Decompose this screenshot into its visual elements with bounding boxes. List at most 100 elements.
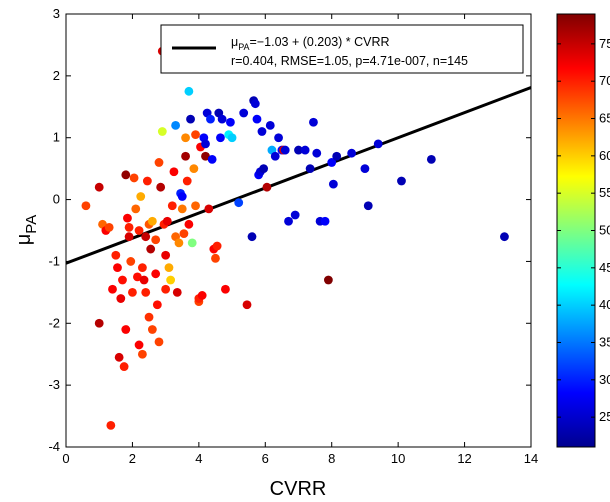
data-point [189, 164, 199, 174]
data-point [397, 176, 406, 186]
colorbar-tick-label: 50 [599, 223, 610, 238]
data-point [274, 133, 283, 143]
data-point [147, 216, 157, 226]
data-point [177, 204, 187, 214]
y-tick-label: -4 [48, 439, 60, 454]
plot-area [65, 13, 532, 448]
data-point [239, 108, 249, 118]
data-point [250, 99, 260, 109]
legend: μPA=−1.03 + (0.203) * CVRR r=0.404, RMSE… [160, 24, 524, 74]
data-point [300, 145, 310, 155]
data-point [280, 145, 290, 155]
data-point [128, 287, 137, 297]
data-point [182, 176, 192, 186]
data-point [247, 232, 257, 242]
colorbar-tick-label: 75 [599, 36, 610, 51]
data-point [327, 158, 337, 167]
data-point [121, 325, 131, 334]
data-point [162, 216, 172, 226]
data-point [201, 139, 210, 149]
data-point [123, 213, 132, 223]
colorbar-tick-label: 65 [599, 111, 610, 126]
y-axis-label-subscript: PA [23, 215, 40, 234]
data-point [262, 182, 272, 192]
data-point [294, 145, 303, 155]
data-point [211, 253, 220, 263]
data-point [151, 235, 161, 245]
data-point [305, 164, 315, 174]
colorbar-tick-label: 55 [599, 185, 610, 200]
data-point [124, 232, 134, 242]
colorbar-tick-label: 25 [599, 409, 610, 424]
y-tick-label: -3 [48, 377, 60, 392]
data-point [207, 154, 217, 164]
data-point [161, 284, 171, 294]
data-point [426, 154, 436, 164]
data-point [323, 275, 333, 285]
data-point [154, 337, 164, 347]
data-point [108, 284, 117, 294]
data-point [113, 263, 122, 273]
data-point [167, 201, 177, 211]
y-tick-label: -1 [48, 253, 60, 268]
colorbar-tick-label: 60 [599, 148, 610, 163]
data-point [114, 352, 124, 362]
data-point [234, 198, 244, 208]
legend-box [160, 24, 524, 74]
data-point [242, 300, 252, 310]
data-point [137, 349, 147, 359]
x-tick-label: 10 [391, 451, 405, 466]
legend-equation-subscript: PA [238, 42, 249, 52]
data-point [94, 318, 104, 328]
data-point [121, 170, 131, 180]
data-point [171, 120, 181, 130]
data-point [226, 117, 235, 127]
data-point [191, 201, 200, 211]
data-point [217, 114, 227, 124]
x-tick-label: 14 [524, 451, 538, 466]
data-point [119, 362, 129, 371]
x-tick-label: 6 [262, 451, 269, 466]
x-tick-label: 0 [62, 451, 69, 466]
y-tick-label: 0 [53, 192, 60, 207]
colorbar-tick-label: 45 [599, 260, 610, 275]
data-point [227, 133, 237, 143]
data-point [201, 151, 210, 161]
data-point [363, 201, 373, 211]
data-point [124, 223, 134, 232]
x-tick-label: 2 [129, 451, 136, 466]
data-point [157, 127, 167, 136]
data-point [81, 201, 91, 211]
data-point [257, 127, 267, 136]
data-point [212, 241, 222, 251]
data-point [126, 257, 136, 266]
data-point [216, 133, 225, 143]
colorbar-tick-label: 40 [599, 297, 610, 312]
data-point [141, 232, 151, 242]
data-point [270, 151, 280, 161]
legend-equation-rest: =−1.03 + (0.203) * CVRR [250, 35, 390, 49]
data-point [181, 151, 190, 161]
data-point [259, 164, 269, 174]
data-point [164, 263, 174, 273]
data-point [169, 167, 179, 177]
data-point [147, 325, 157, 334]
y-tick-label: -2 [48, 315, 60, 330]
y-tick-label: 3 [53, 6, 60, 21]
data-point [133, 272, 142, 282]
data-point [197, 291, 207, 300]
x-tick-label: 12 [457, 451, 471, 466]
y-axis-label: μPA [13, 215, 40, 245]
data-point [177, 192, 187, 201]
data-point [174, 238, 184, 248]
data-point [187, 238, 197, 248]
x-tick-label: 8 [328, 451, 335, 466]
y-axis: -4 -3 -2 -1 0 1 2 3 [48, 6, 531, 454]
colorbar-gradient [556, 13, 596, 448]
data-point [142, 176, 152, 186]
data-point [161, 250, 171, 260]
data-point [500, 232, 509, 242]
y-tick-label: 2 [53, 68, 60, 83]
data-point [347, 148, 357, 158]
data-point [252, 114, 262, 124]
